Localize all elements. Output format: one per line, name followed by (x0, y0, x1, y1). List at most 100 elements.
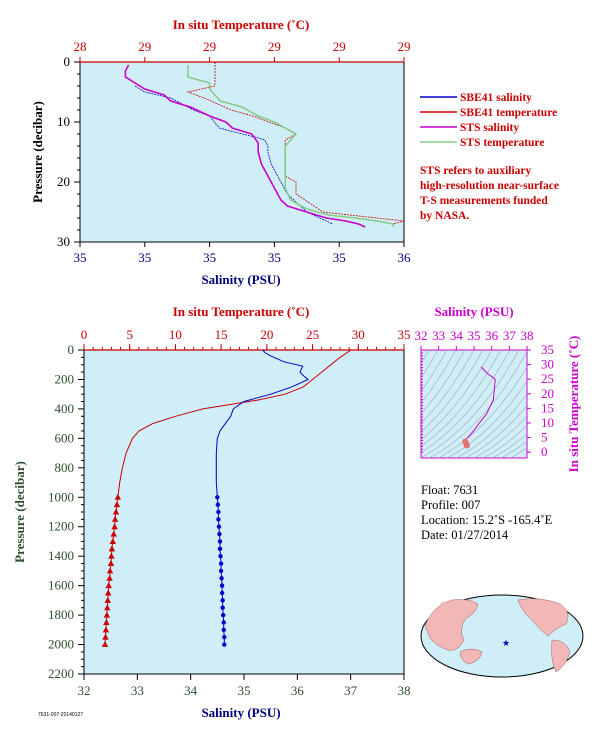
full-profile-left-tick-label: 1000 (48, 489, 74, 504)
near-surface-left-tick-label: 30 (57, 234, 70, 249)
temperature-point (114, 493, 122, 500)
ts-top-axis-title: Salinity (PSU) (434, 304, 513, 319)
near-surface-y-axis-title: Pressure (decibar) (30, 101, 45, 203)
full-profile-left-tick-label: 800 (55, 460, 75, 475)
full-profile-bottom-tick-label: 35 (238, 683, 251, 698)
full-profile-top-tick-label: 10 (169, 327, 182, 342)
temperature-point (105, 589, 112, 596)
full-profile-top-tick-label: 15 (215, 327, 228, 342)
temperature-point (106, 567, 114, 574)
map-north-america (517, 598, 569, 637)
temperature-point (101, 641, 109, 648)
full-profile-top-tick-label: 35 (398, 327, 411, 342)
temperature-point (102, 626, 110, 633)
full-profile-top-tick-label: 25 (306, 327, 319, 342)
full-profile-bottom-tick-label: 37 (344, 683, 358, 698)
near-surface-chart: In situ Temperature (˚C) 28 29 29 29 29 29 35… (30, 17, 411, 287)
note-line-1: STS refers to auxiliary (420, 165, 532, 177)
near-surface-top-tick-label: 29 (333, 39, 346, 54)
isopycnal-line (421, 350, 493, 440)
temperature-point (102, 633, 109, 640)
salinity-point (222, 634, 227, 640)
full-profile-top-tick-label: 0 (81, 327, 88, 342)
ts-right-tick-label: 10 (541, 415, 554, 430)
salinity-point (217, 531, 222, 537)
full-profile-left-tick-label: 600 (55, 430, 75, 445)
info-profile: Profile: 007 (421, 498, 480, 512)
full-profile-bottom-tick-label: 32 (78, 683, 91, 698)
full-profile-bottom-tick-label: 36 (291, 683, 305, 698)
full-profile-left-tick-label: 1400 (48, 548, 74, 563)
salinity-point (215, 495, 220, 500)
isopycnal-line (437, 366, 527, 458)
ts-right-tick-label: 20 (541, 386, 554, 401)
isopycnal-line (421, 350, 511, 453)
ts-right-tick-label: 30 (541, 357, 554, 372)
salinity-point (216, 517, 221, 522)
temperature-point (108, 552, 115, 559)
near-surface-top-axis-title: In situ Temperature (˚C) (173, 17, 310, 32)
isopycnal-line (464, 404, 527, 458)
note-line-2: high-resolution near-surface (420, 180, 559, 192)
temperature-point (104, 596, 111, 603)
full-profile-bottom-axis-title: Salinity (PSU) (201, 705, 280, 720)
legend-label-sbe41-salinity: SBE41 salinity (460, 92, 532, 104)
info-date: Date: 01/27/2014 (421, 528, 509, 542)
near-surface-plot-area (79, 61, 405, 243)
map-island (440, 602, 448, 604)
ts-top-tick-label: 35 (468, 328, 481, 343)
ts-right-tick-label: 0 (541, 444, 548, 459)
temperature-point (109, 537, 116, 544)
full-profile-bottom-tick-label: 33 (131, 683, 144, 698)
legend-label-sts-salinity: STS salinity (460, 122, 519, 134)
near-surface-top-tick-label: 29 (268, 39, 281, 54)
series-salinity (215, 349, 309, 645)
isopycnal-line (421, 350, 484, 433)
temperature-point (107, 560, 115, 567)
salinity-point (215, 502, 221, 507)
float-info: Float: 7631 Profile: 007 Location: 15.2˚… (421, 483, 553, 542)
temperature-point (103, 618, 110, 625)
near-surface-bottom-tick-label: 35 (138, 250, 151, 265)
full-profile-plot-area (83, 349, 405, 675)
note-line-4: by NASA. (420, 210, 469, 222)
temperature-point (106, 574, 113, 581)
legend-label-sbe41-temperature: SBE41 temperature (460, 107, 557, 119)
salinity-point (217, 546, 223, 552)
near-surface-top-tick-label: 29 (203, 39, 216, 54)
float-location-star-icon: ★ (502, 639, 510, 649)
ts-top-tick-label: 32 (415, 328, 428, 343)
temperature-point (103, 611, 111, 618)
ts-right-tick-label: 35 (541, 342, 554, 357)
salinity-point (216, 509, 221, 515)
series-sts-temperature (187, 65, 394, 227)
full-profile-top-tick-label: 30 (352, 327, 365, 342)
salinity-point (217, 539, 223, 544)
salinity-point (219, 583, 225, 588)
temperature-point (105, 582, 112, 589)
salinity-point (218, 568, 224, 574)
isopycnal-line (421, 350, 475, 424)
ts-top-tick-label: 34 (450, 328, 464, 343)
info-location: Location: 15.2˚S -165.4˚E (421, 513, 553, 527)
isopycnal-line (421, 350, 502, 447)
isopycnal-line (428, 350, 527, 458)
ts-diagram: Salinity (PSU) 32 33 34 35 36 37 38 0510152025… (415, 304, 582, 472)
full-profile-left-tick-label: 2000 (48, 637, 74, 652)
note-line-3: T-S measurements funded (420, 195, 548, 207)
salinity-point (218, 561, 224, 566)
near-surface-bottom-tick-label: 35 (268, 250, 281, 265)
full-profile-top-tick-label: 20 (260, 327, 273, 342)
near-surface-top-tick-label: 28 (74, 39, 87, 54)
map-south-america (551, 639, 571, 673)
legend-label-sts-temperature: STS temperature (460, 137, 544, 149)
full-profile-bottom-tick-label: 34 (184, 683, 198, 698)
near-surface-bottom-tick-label: 35 (74, 250, 87, 265)
salinity-point (220, 598, 225, 603)
salinity-point (219, 576, 224, 581)
salinity-point (216, 524, 222, 529)
near-surface-bottom-tick-label: 35 (333, 250, 346, 265)
ts-top-tick-label: 33 (432, 328, 445, 343)
near-surface-left-tick-label: 20 (57, 174, 70, 189)
